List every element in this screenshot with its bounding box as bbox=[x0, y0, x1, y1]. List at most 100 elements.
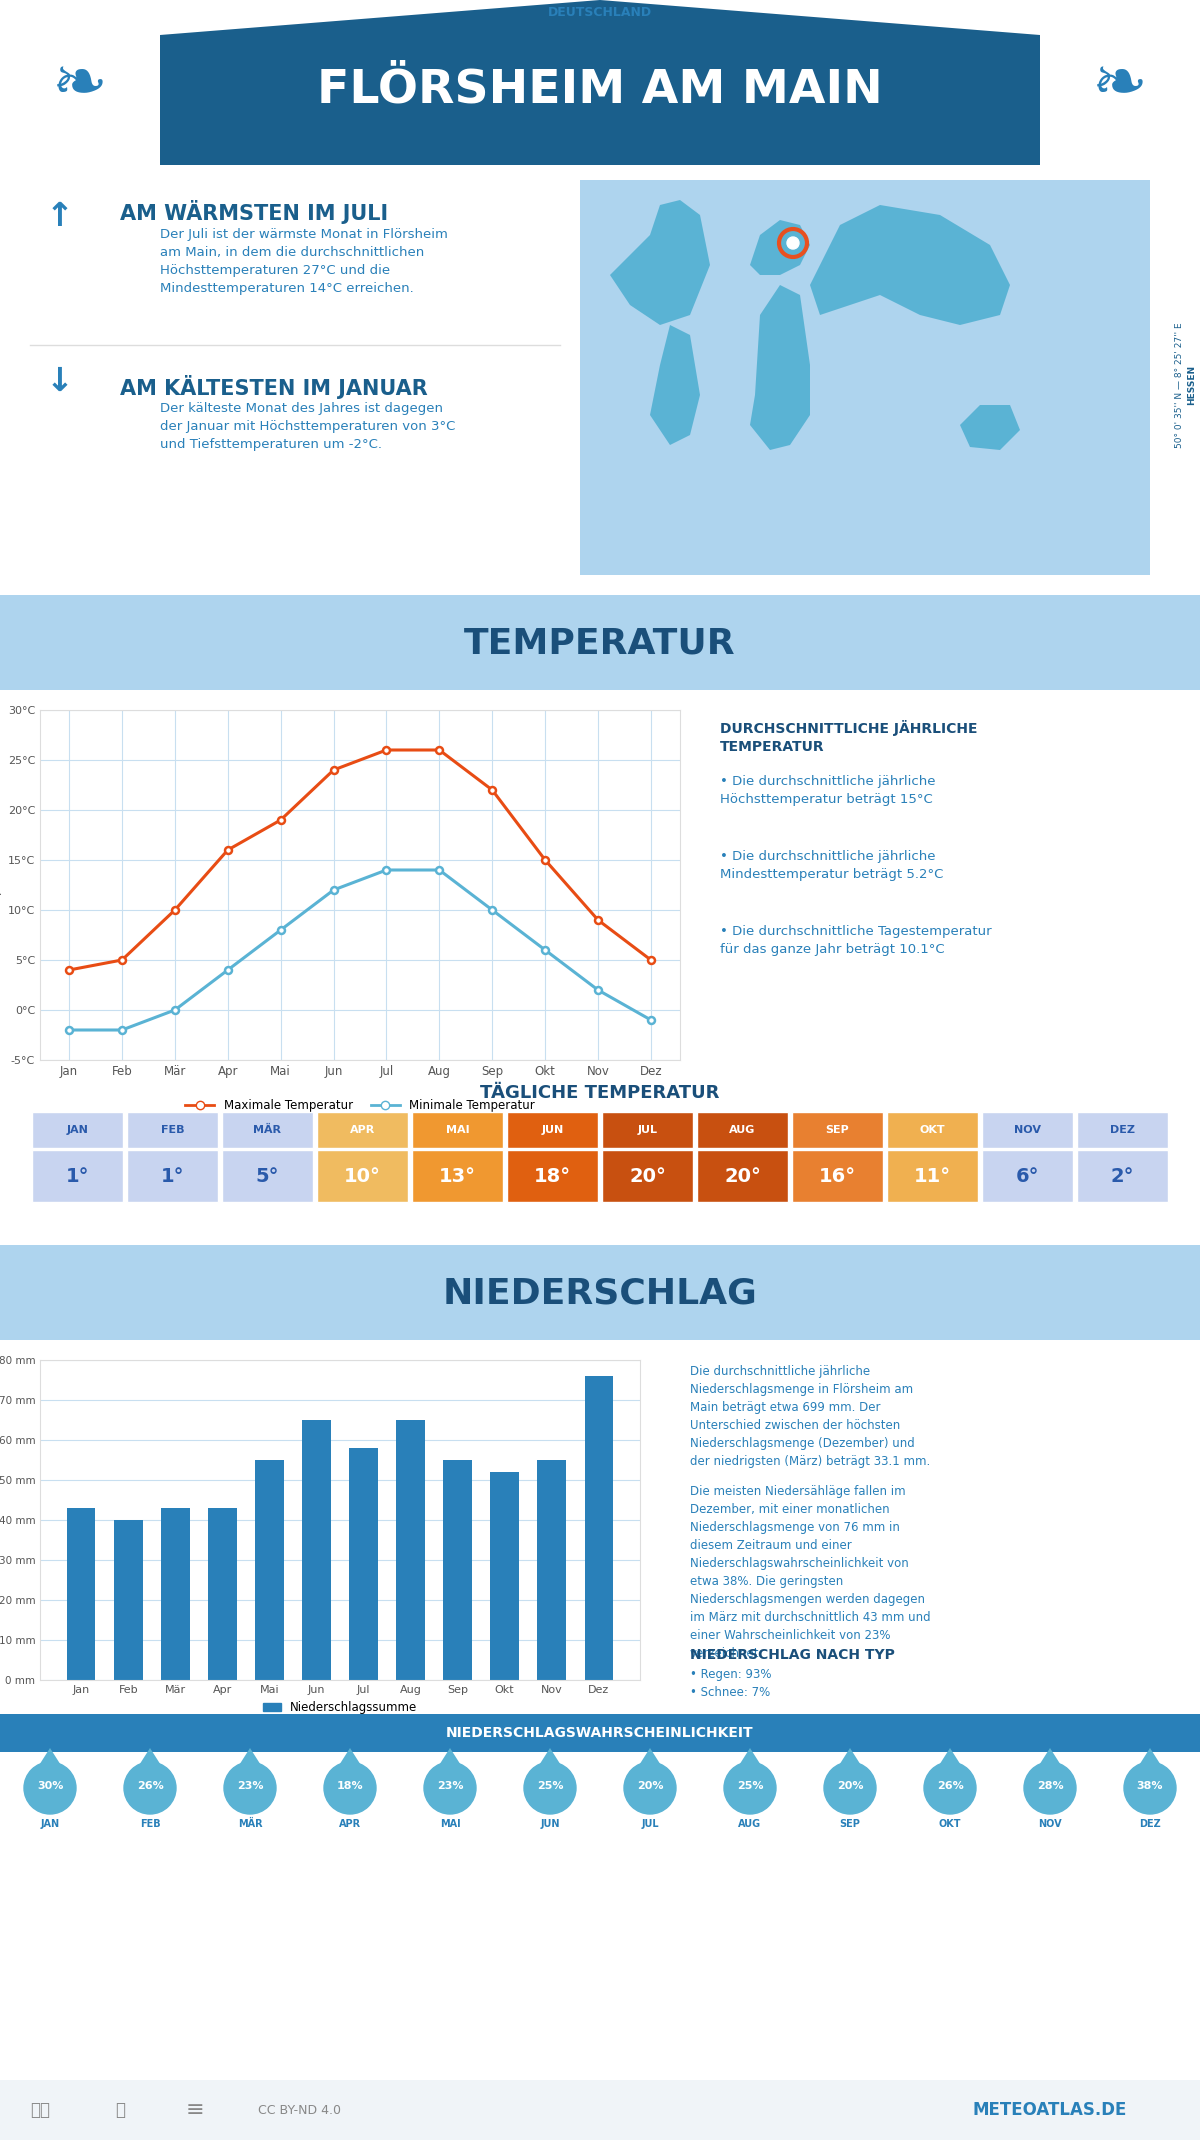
Text: FEB: FEB bbox=[139, 1819, 161, 1830]
Circle shape bbox=[1124, 1761, 1176, 1815]
Text: JAN: JAN bbox=[66, 1126, 89, 1134]
Text: 28%: 28% bbox=[1037, 1780, 1063, 1791]
Text: 26%: 26% bbox=[937, 1780, 964, 1791]
FancyBboxPatch shape bbox=[412, 1113, 503, 1147]
Polygon shape bbox=[650, 325, 700, 445]
Text: 16°: 16° bbox=[818, 1166, 856, 1186]
FancyBboxPatch shape bbox=[1078, 1113, 1168, 1147]
Polygon shape bbox=[136, 1748, 164, 1770]
FancyBboxPatch shape bbox=[317, 1113, 408, 1147]
Text: 20%: 20% bbox=[836, 1780, 863, 1791]
Bar bbox=[256, 1459, 283, 1680]
FancyBboxPatch shape bbox=[982, 1113, 1073, 1147]
FancyBboxPatch shape bbox=[1078, 1149, 1168, 1203]
Circle shape bbox=[224, 1761, 276, 1815]
Text: 2°: 2° bbox=[1111, 1166, 1134, 1186]
Text: ⒸⒸ: ⒸⒸ bbox=[30, 2101, 50, 2119]
Circle shape bbox=[787, 238, 799, 248]
Polygon shape bbox=[536, 1748, 564, 1770]
Text: FLÖRSHEIM AM MAIN: FLÖRSHEIM AM MAIN bbox=[317, 68, 883, 113]
FancyBboxPatch shape bbox=[0, 165, 1200, 595]
Text: MÄR: MÄR bbox=[253, 1126, 282, 1134]
Text: AM WÄRMSTEN IM JULI: AM WÄRMSTEN IM JULI bbox=[120, 199, 388, 225]
Text: JUL: JUL bbox=[641, 1819, 659, 1830]
Polygon shape bbox=[436, 1748, 464, 1770]
Circle shape bbox=[124, 1761, 176, 1815]
FancyBboxPatch shape bbox=[127, 1149, 218, 1203]
Text: ❧: ❧ bbox=[52, 51, 108, 118]
Text: 25%: 25% bbox=[536, 1780, 563, 1791]
Text: 30%: 30% bbox=[37, 1780, 64, 1791]
Legend: Niederschlagssumme: Niederschlagssumme bbox=[258, 1697, 422, 1718]
Text: APR: APR bbox=[338, 1819, 361, 1830]
Text: FEB: FEB bbox=[161, 1126, 185, 1134]
FancyBboxPatch shape bbox=[508, 1149, 598, 1203]
Text: SEP: SEP bbox=[840, 1819, 860, 1830]
Text: NOV: NOV bbox=[1038, 1819, 1062, 1830]
FancyBboxPatch shape bbox=[0, 1245, 1200, 1340]
Circle shape bbox=[824, 1761, 876, 1815]
Text: • Die durchschnittliche Tagestemperatur
für das ganze Jahr beträgt 10.1°C: • Die durchschnittliche Tagestemperatur … bbox=[720, 924, 991, 957]
Polygon shape bbox=[636, 1748, 664, 1770]
Text: NIEDERSCHLAGSWAHRSCHEINLICHKEIT: NIEDERSCHLAGSWAHRSCHEINLICHKEIT bbox=[446, 1727, 754, 1740]
Text: JUN: JUN bbox=[540, 1819, 559, 1830]
Bar bbox=[114, 1519, 143, 1680]
Text: 5°: 5° bbox=[256, 1166, 280, 1186]
Text: HESSEN: HESSEN bbox=[1188, 366, 1196, 404]
FancyBboxPatch shape bbox=[0, 1714, 1200, 1753]
Text: • Regen: 93%
• Schnee: 7%: • Regen: 93% • Schnee: 7% bbox=[690, 1667, 772, 1699]
FancyBboxPatch shape bbox=[887, 1149, 978, 1203]
Circle shape bbox=[324, 1761, 376, 1815]
Text: DEZ: DEZ bbox=[1139, 1819, 1160, 1830]
Text: DEZ: DEZ bbox=[1110, 1126, 1135, 1134]
Bar bbox=[444, 1459, 472, 1680]
FancyBboxPatch shape bbox=[412, 1149, 503, 1203]
Text: 23%: 23% bbox=[437, 1780, 463, 1791]
Polygon shape bbox=[1136, 1748, 1164, 1770]
Circle shape bbox=[524, 1761, 576, 1815]
Text: • Die durchschnittliche jährliche
Mindesttemperatur beträgt 5.2°C: • Die durchschnittliche jährliche Mindes… bbox=[720, 850, 943, 882]
Bar bbox=[396, 1421, 425, 1680]
Text: ⓘ: ⓘ bbox=[115, 2101, 125, 2119]
Text: 1°: 1° bbox=[66, 1166, 89, 1186]
Polygon shape bbox=[610, 199, 710, 325]
Circle shape bbox=[924, 1761, 976, 1815]
Bar bbox=[161, 1509, 190, 1680]
Text: 25%: 25% bbox=[737, 1780, 763, 1791]
FancyBboxPatch shape bbox=[792, 1113, 883, 1147]
FancyBboxPatch shape bbox=[0, 595, 1200, 689]
Text: ↓: ↓ bbox=[46, 366, 74, 398]
Text: SEP: SEP bbox=[826, 1126, 850, 1134]
Circle shape bbox=[24, 1761, 76, 1815]
FancyBboxPatch shape bbox=[697, 1149, 788, 1203]
Text: OKT: OKT bbox=[919, 1126, 946, 1134]
Bar bbox=[302, 1421, 330, 1680]
Polygon shape bbox=[36, 1748, 64, 1770]
FancyBboxPatch shape bbox=[127, 1113, 218, 1147]
Text: AUG: AUG bbox=[738, 1819, 762, 1830]
Polygon shape bbox=[960, 404, 1020, 449]
FancyBboxPatch shape bbox=[580, 180, 1150, 576]
Text: ❧: ❧ bbox=[1092, 51, 1148, 118]
FancyBboxPatch shape bbox=[602, 1149, 694, 1203]
Text: TÄGLICHE TEMPERATUR: TÄGLICHE TEMPERATUR bbox=[480, 1085, 720, 1102]
Circle shape bbox=[724, 1761, 776, 1815]
Text: MAI: MAI bbox=[439, 1819, 461, 1830]
Text: 20°: 20° bbox=[724, 1166, 761, 1186]
Text: MÄR: MÄR bbox=[238, 1819, 263, 1830]
FancyBboxPatch shape bbox=[0, 2080, 1200, 2140]
Bar bbox=[584, 1376, 613, 1680]
Text: ≡: ≡ bbox=[186, 2099, 204, 2121]
Text: APR: APR bbox=[350, 1126, 376, 1134]
Polygon shape bbox=[750, 220, 810, 276]
Text: AM KÄLTESTEN IM JANUAR: AM KÄLTESTEN IM JANUAR bbox=[120, 374, 427, 398]
Text: NOV: NOV bbox=[1014, 1126, 1042, 1134]
Text: Der Juli ist der wärmste Monat in Flörsheim
am Main, in dem die durchschnittlich: Der Juli ist der wärmste Monat in Flörsh… bbox=[160, 229, 448, 295]
Text: DURCHSCHNITTLICHE JÄHRLICHE
TEMPERATUR: DURCHSCHNITTLICHE JÄHRLICHE TEMPERATUR bbox=[720, 719, 978, 755]
Text: 20°: 20° bbox=[629, 1166, 666, 1186]
Text: OKT: OKT bbox=[938, 1819, 961, 1830]
Polygon shape bbox=[836, 1748, 864, 1770]
Text: METEOATLAS.DE: METEOATLAS.DE bbox=[973, 2101, 1127, 2119]
Circle shape bbox=[424, 1761, 476, 1815]
FancyBboxPatch shape bbox=[317, 1149, 408, 1203]
